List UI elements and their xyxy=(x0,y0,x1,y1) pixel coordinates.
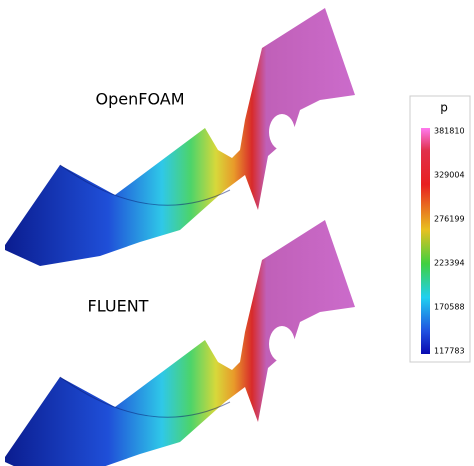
openfoam-label: OpenFOAM xyxy=(96,90,185,109)
colorbar xyxy=(421,128,430,354)
fluent-label: FLUENT xyxy=(88,297,149,316)
colorbar-title: p xyxy=(440,101,448,115)
openfoam-contour xyxy=(5,8,355,266)
colorbar-tick-label: 170588 xyxy=(434,303,465,312)
colorbar-tick-label: 381810 xyxy=(434,127,465,136)
colorbar-box xyxy=(410,96,470,362)
colorbar-tick-label: 329004 xyxy=(434,171,465,180)
figure: OpenFOAM FLUENT p 381810 329004 276199 2233… xyxy=(0,0,474,466)
colorbar-tick-label: 117783 xyxy=(434,347,465,356)
colorbar-tick-label: 223394 xyxy=(434,259,465,268)
colorbar-tick-label: 276199 xyxy=(434,215,465,224)
